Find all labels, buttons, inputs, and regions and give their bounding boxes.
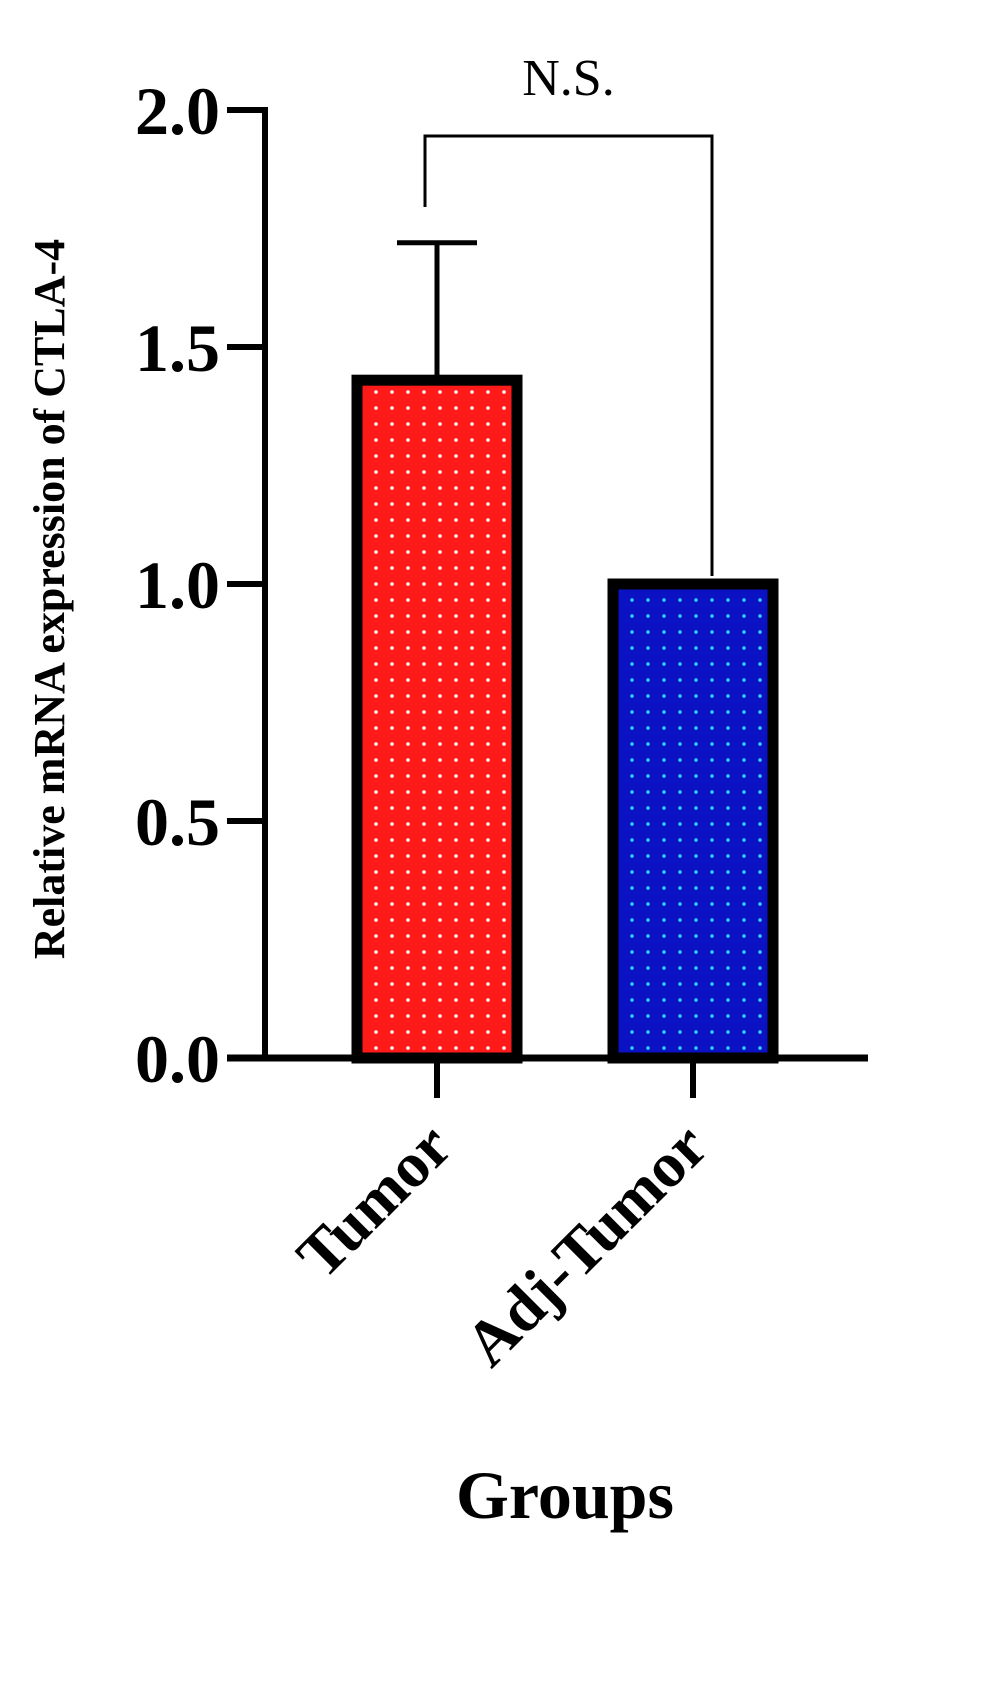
y-axis-title: Relative mRNA expression of CTLA-4	[25, 239, 74, 959]
y-tick-label: 0.5	[135, 784, 220, 860]
x-tick-label-adj-tumor: Adj-Tumor	[451, 1110, 721, 1380]
bar-tumor	[351, 374, 523, 1064]
x-tick-label-tumor: Tumor	[283, 1110, 465, 1292]
y-tick-label: 2.0	[135, 73, 220, 149]
y-tick-label: 1.0	[135, 547, 220, 623]
bars-layer	[351, 240, 779, 1064]
bar-adj-tumor	[607, 578, 779, 1064]
significance-label: N.S.	[522, 50, 614, 107]
significance-bracket	[423, 134, 714, 576]
y-tick-label: 1.5	[135, 310, 220, 386]
y-tick-label: 0.0	[135, 1021, 220, 1097]
x-axis-title: Groups	[456, 1457, 674, 1533]
annotations-layer: N.S.	[423, 50, 714, 576]
